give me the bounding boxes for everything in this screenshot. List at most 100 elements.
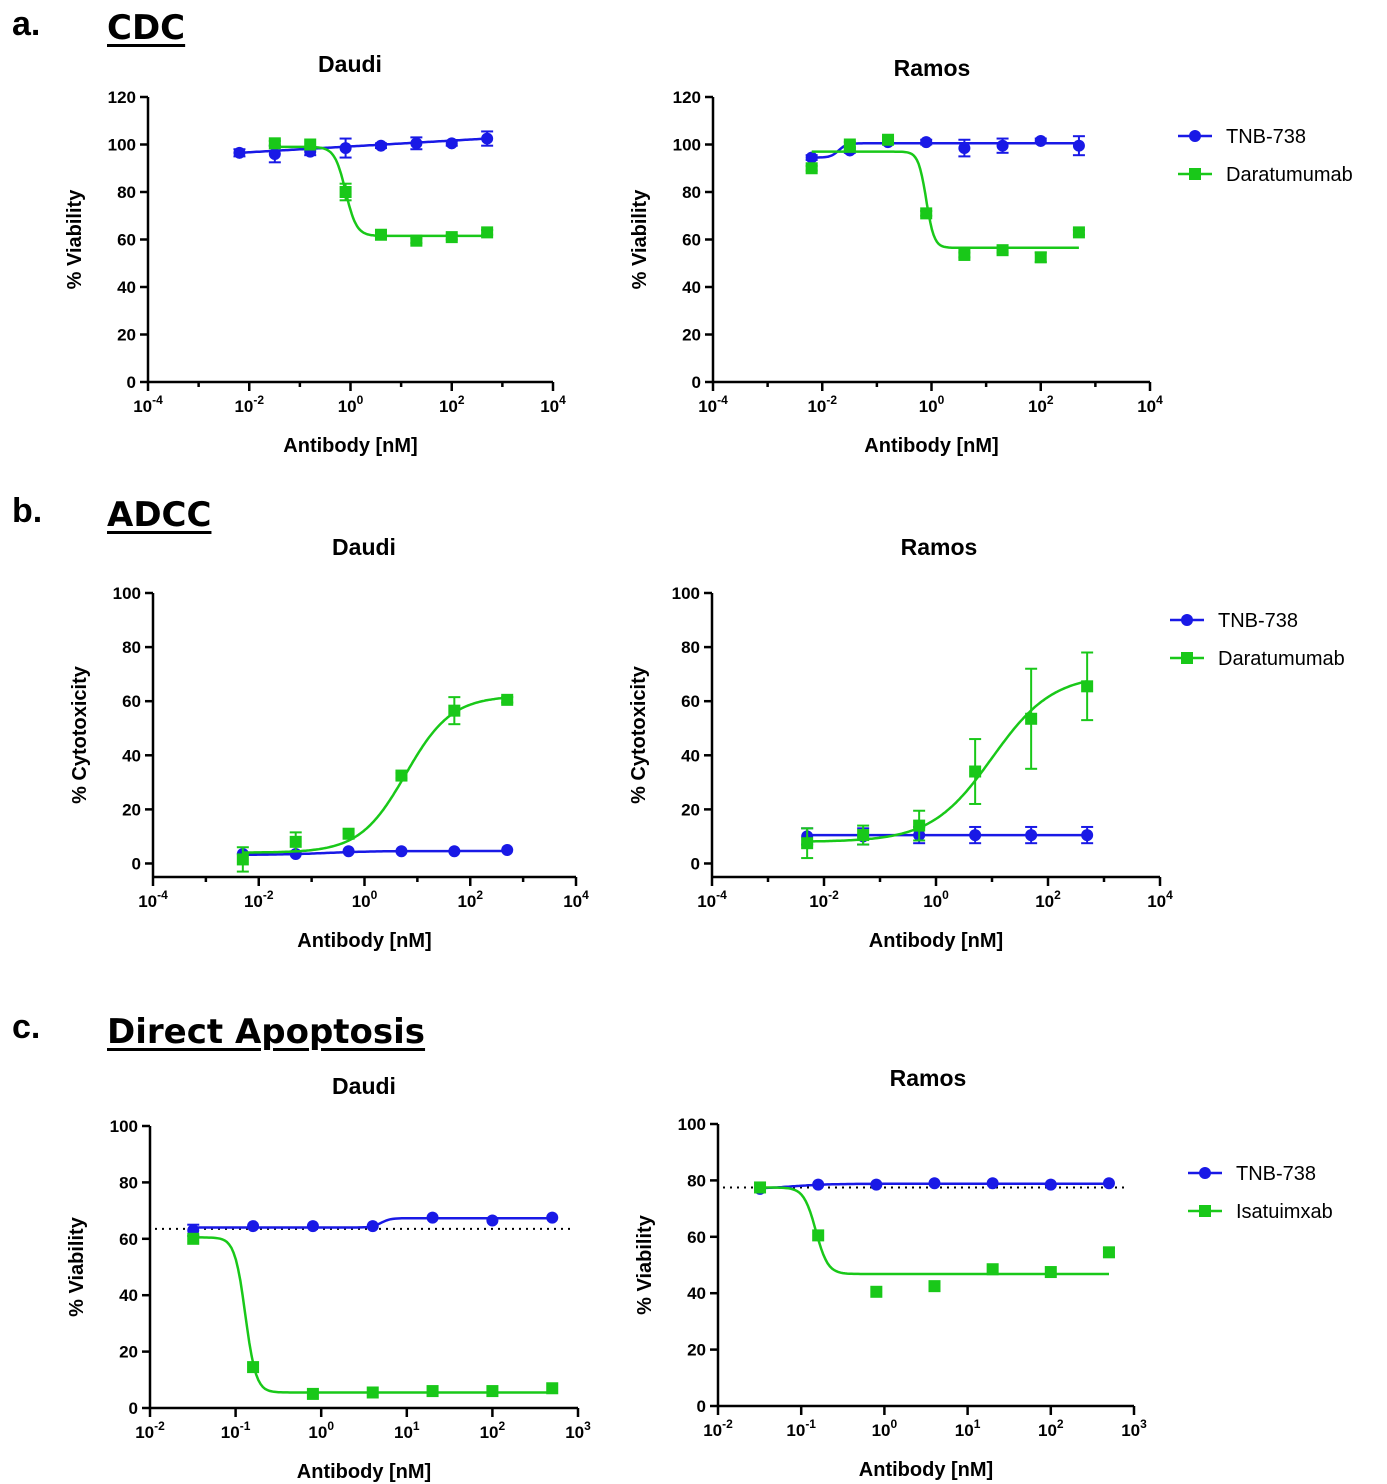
data-point: [247, 1220, 260, 1233]
x-tick-label: 10-2: [244, 888, 274, 911]
series-tnb-738: [801, 825, 1094, 846]
y-tick-label: 0: [697, 1397, 706, 1416]
x-tick-label: 102: [457, 888, 483, 911]
data-point: [410, 137, 423, 150]
y-tick-label: 100: [672, 584, 700, 603]
data-point: [1034, 251, 1047, 264]
data-point: [366, 1220, 379, 1233]
data-point: [812, 1229, 825, 1242]
legend-marker: [1189, 130, 1201, 142]
x-tick-label: 102: [1028, 393, 1054, 416]
data-point: [986, 1177, 999, 1190]
legend-label: TNB-738: [1218, 610, 1298, 632]
y-tick-label: 60: [119, 1230, 138, 1249]
x-tick-label: 103: [1121, 1417, 1147, 1440]
y-tick-label: 20: [681, 800, 700, 819]
legend-marker: [1181, 652, 1193, 664]
y-tick-label: 0: [691, 854, 700, 873]
y-tick-label: 0: [127, 373, 136, 392]
data-point: [913, 819, 926, 832]
chart-title: Daudi: [318, 51, 382, 77]
data-point: [1025, 829, 1038, 842]
data-point: [882, 133, 895, 146]
y-tick-label: 120: [108, 88, 136, 107]
fit-curve: [274, 145, 488, 238]
data-point: [986, 1263, 999, 1276]
chart-title: Daudi: [332, 534, 396, 560]
x-axis-label: Antibody [nM]: [297, 930, 431, 952]
y-tick-label: 20: [122, 800, 141, 819]
legend-marker: [1189, 168, 1201, 180]
data-point: [306, 1220, 319, 1233]
y-tick-label: 40: [681, 746, 700, 765]
data-point: [1072, 139, 1085, 152]
legend-entry: TNB-738: [1188, 1163, 1316, 1185]
chart-c-ramos: Ramos 0 20 40 60 80 100 10-2 10-1 100 101 102 103 Ant…: [634, 1065, 1333, 1481]
y-axis-label: % Viability: [64, 189, 86, 290]
x-tick-label: 100: [352, 888, 378, 911]
series-tnb-738: [236, 843, 514, 861]
series-tnb-738: [754, 1177, 1115, 1195]
y-tick-label: 60: [687, 1228, 706, 1247]
legend-marker: [1199, 1167, 1211, 1179]
y-axis-label: % Viability: [66, 1216, 88, 1317]
chart-b-ramos: Ramos 0 20 40 60 80 100 10-4 10-2 100 102 104 Antibo…: [628, 534, 1345, 952]
y-axis-label: % Cytotoxicity: [628, 665, 650, 804]
y-tick-label: 100: [673, 136, 701, 155]
fit-curve: [193, 1236, 553, 1394]
series-tnb-738: [233, 130, 494, 164]
legend-label: Daratumumab: [1218, 648, 1345, 670]
legend-label: TNB-738: [1226, 126, 1306, 148]
data-point: [445, 231, 458, 244]
x-tick-label: 100: [872, 1417, 898, 1440]
data-point: [812, 1178, 825, 1191]
y-axis-label: % Cytotoxicity: [69, 665, 91, 804]
data-point: [805, 162, 818, 175]
series-isatuimxab: [754, 1181, 1115, 1298]
y-tick-label: 80: [681, 638, 700, 657]
fit-curve: [242, 696, 508, 854]
data-point: [805, 151, 818, 164]
y-axis-label: % Viability: [634, 1214, 656, 1315]
chart-title: Ramos: [901, 534, 978, 560]
x-axis-label: Antibody [nM]: [864, 435, 998, 457]
fit-curve: [811, 150, 1079, 250]
chart-c-daudi: Daudi 0 20 40 60 80 100 10-2 10-1 100 101 102 103 Ant…: [66, 1073, 591, 1483]
data-point: [501, 843, 514, 856]
data-point: [969, 829, 982, 842]
data-point: [1025, 712, 1038, 725]
y-tick-label: 40: [117, 278, 136, 297]
data-point: [486, 1214, 499, 1227]
chart-a-ramos: Ramos 0 20 40 60 80 100 120 10-4 10-2 100 102 104 Ant…: [629, 55, 1353, 457]
series-daratumumab: [805, 133, 1085, 264]
x-tick-label: 101: [394, 1419, 420, 1442]
y-tick-label: 120: [673, 88, 701, 107]
panel-letter-b: b.: [12, 492, 43, 530]
y-tick-label: 60: [681, 692, 700, 711]
legend-label: Isatuimxab: [1236, 1201, 1333, 1223]
x-tick-label: 10-2: [703, 1417, 733, 1440]
chart-a-daudi: Daudi 0 20 40 60 80 100 120 10-4 10-2 100 102 104 Ant…: [64, 51, 566, 457]
x-axis-label: Antibody [nM]: [297, 1461, 431, 1483]
legend-entry: Isatuimxab: [1188, 1201, 1333, 1223]
legend-entry: Daratumumab: [1170, 648, 1345, 670]
y-tick-label: 60: [682, 231, 701, 250]
series-isatuimxab: [187, 1232, 559, 1400]
data-point: [374, 139, 387, 152]
x-tick-label: 10-4: [133, 393, 163, 416]
fit-curve: [242, 849, 508, 856]
legend-entry: Daratumumab: [1178, 164, 1353, 186]
data-point: [268, 137, 281, 150]
data-point: [1102, 1246, 1115, 1259]
x-tick-label: 104: [563, 888, 589, 911]
series-daratumumab: [801, 651, 1094, 860]
fit-curve: [807, 679, 1088, 843]
x-tick-label: 10-2: [807, 393, 837, 416]
data-point: [969, 765, 982, 778]
x-tick-label: 10-4: [698, 393, 728, 416]
data-point: [481, 132, 494, 145]
data-point: [268, 148, 281, 160]
data-point: [754, 1181, 767, 1194]
x-tick-label: 101: [955, 1417, 981, 1440]
data-point: [1034, 134, 1047, 147]
